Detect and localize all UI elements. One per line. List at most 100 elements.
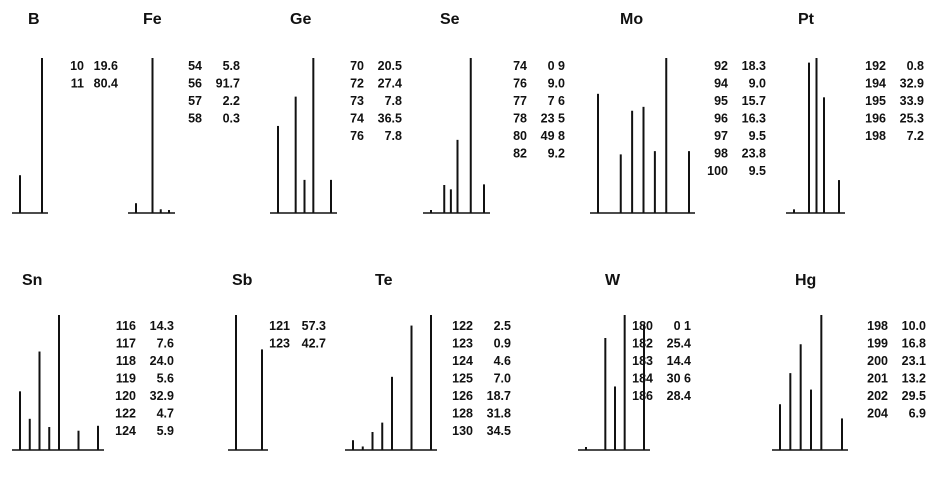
- abundance-value: 9.5: [749, 164, 766, 178]
- mass-number: 121: [269, 319, 290, 333]
- abundance-value: 2.2: [223, 94, 240, 108]
- abundance-value: 10.0: [902, 319, 926, 333]
- mass-number: 196: [865, 112, 886, 126]
- abundance-value: 9.0: [749, 77, 766, 91]
- mass-number: 122: [452, 319, 473, 333]
- abundance-value: 25.4: [667, 337, 691, 351]
- element-label: Fe: [143, 11, 162, 28]
- mass-number: 198: [867, 319, 888, 333]
- abundance-value: 30 6: [667, 372, 691, 386]
- abundance-value: 15.7: [742, 94, 766, 108]
- abundance-value: 7.2: [907, 129, 924, 143]
- mass-number: 180: [632, 319, 653, 333]
- abundance-value: 29.5: [902, 389, 926, 403]
- mass-number: 201: [867, 372, 888, 386]
- mass-number: 74: [513, 59, 527, 73]
- abundance-value: 33.9: [900, 94, 924, 108]
- abundance-value: 24.0: [150, 354, 174, 368]
- mass-number: 100: [707, 164, 728, 178]
- mass-number: 202: [867, 389, 888, 403]
- mass-number: 194: [865, 77, 886, 91]
- abundance-value: 7.8: [385, 94, 402, 108]
- abundance-value: 80.4: [94, 77, 118, 91]
- element-label: Se: [440, 11, 460, 28]
- element-label: Pt: [798, 11, 815, 28]
- abundance-value: 16.8: [902, 337, 926, 351]
- abundance-value: 27.4: [378, 77, 402, 91]
- abundance-value: 34.5: [487, 424, 511, 438]
- panel-hg: Hg 198 10.0 199 16.8 200 23.1 201 13.2 202 29.5 204…: [772, 272, 926, 451]
- mass-number: 72: [350, 77, 364, 91]
- mass-number: 195: [865, 94, 886, 108]
- abundance-value: 28.4: [667, 389, 691, 403]
- abundance-value: 7.0: [494, 372, 511, 386]
- mass-number: 204: [867, 407, 888, 421]
- mass-number: 82: [513, 147, 527, 161]
- abundance-value: 0.3: [223, 112, 240, 126]
- mass-number: 77: [513, 94, 527, 108]
- mass-number: 97: [714, 129, 728, 143]
- abundance-value: 91.7: [216, 77, 240, 91]
- abundance-value: 19.6: [94, 59, 118, 73]
- element-label: Sn: [22, 272, 42, 289]
- mass-number: 124: [452, 354, 473, 368]
- mass-number: 96: [714, 112, 728, 126]
- element-label: W: [605, 272, 621, 289]
- mass-number: 76: [513, 77, 527, 91]
- abundance-value: 9.2: [548, 147, 565, 161]
- mass-number: 92: [714, 59, 728, 73]
- abundance-value: 7.6: [157, 337, 174, 351]
- abundance-value: 9.5: [749, 129, 766, 143]
- mass-number: 57: [188, 94, 202, 108]
- mass-number: 126: [452, 389, 473, 403]
- abundance-value: 18.3: [742, 59, 766, 73]
- abundance-value: 32.9: [900, 77, 924, 91]
- abundance-value: 5.8: [223, 59, 240, 73]
- element-label: Sb: [232, 272, 253, 289]
- mass-number: 74: [350, 112, 364, 126]
- abundance-value: 25.3: [900, 112, 924, 126]
- abundance-value: 23.8: [742, 147, 766, 161]
- panel-w: W 180 0 1 182 25.4 183 14.4 184 30 6 186 28.4: [578, 272, 691, 451]
- abundance-value: 16.3: [742, 112, 766, 126]
- mass-number: 10: [70, 59, 84, 73]
- mass-number: 183: [632, 354, 653, 368]
- element-label: Hg: [795, 272, 816, 289]
- mass-number: 54: [188, 59, 202, 73]
- element-label: Ge: [290, 11, 311, 28]
- abundance-value: 9.0: [548, 77, 565, 91]
- abundance-value: 36.5: [378, 112, 402, 126]
- abundance-value: 14.3: [150, 319, 174, 333]
- mass-number: 128: [452, 407, 473, 421]
- panel-sn: Sn 116 14.3 117 7.6 118 24.0 119 5.6 120 32.9 122 4.…: [12, 272, 174, 451]
- mass-number: 125: [452, 372, 473, 386]
- abundance-value: 0 9: [548, 59, 565, 73]
- abundance-value: 5.6: [157, 372, 174, 386]
- abundance-value: 7 6: [548, 94, 565, 108]
- panel-se: Se 74 0 9 76 9.0 77 7 6 78 23 5 80 49 8 82 9.2: [423, 11, 565, 214]
- abundance-value: 57.3: [302, 319, 326, 333]
- mass-number: 11: [71, 77, 84, 91]
- mass-number: 80: [513, 129, 527, 143]
- abundance-value: 42.7: [302, 337, 326, 351]
- mass-number: 76: [350, 129, 364, 143]
- abundance-value: 14.4: [667, 354, 691, 368]
- mass-number: 117: [116, 337, 136, 351]
- abundance-value: 7.8: [385, 129, 402, 143]
- panel-ge: Ge 70 20.5 72 27.4 73 7.8 74 36.5 76 7.8: [270, 11, 402, 214]
- panel-te: Te 122 2.5 123 0.9 124 4.6 125 7.0 126 18.7 128 31.8…: [345, 272, 511, 451]
- abundance-value: 6.9: [909, 407, 926, 421]
- abundance-value: 0.9: [494, 337, 511, 351]
- mass-number: 199: [867, 337, 888, 351]
- abundance-value: 2.5: [494, 319, 511, 333]
- mass-number: 182: [632, 337, 653, 351]
- mass-number: 73: [350, 94, 364, 108]
- element-label: B: [28, 11, 40, 28]
- mass-number: 118: [116, 354, 136, 368]
- abundance-value: 4.7: [157, 407, 174, 421]
- panel-b: B 10 19.6 11 80.4: [12, 11, 118, 214]
- abundance-value: 32.9: [150, 389, 174, 403]
- abundance-value: 18.7: [487, 389, 511, 403]
- mass-number: 70: [350, 59, 364, 73]
